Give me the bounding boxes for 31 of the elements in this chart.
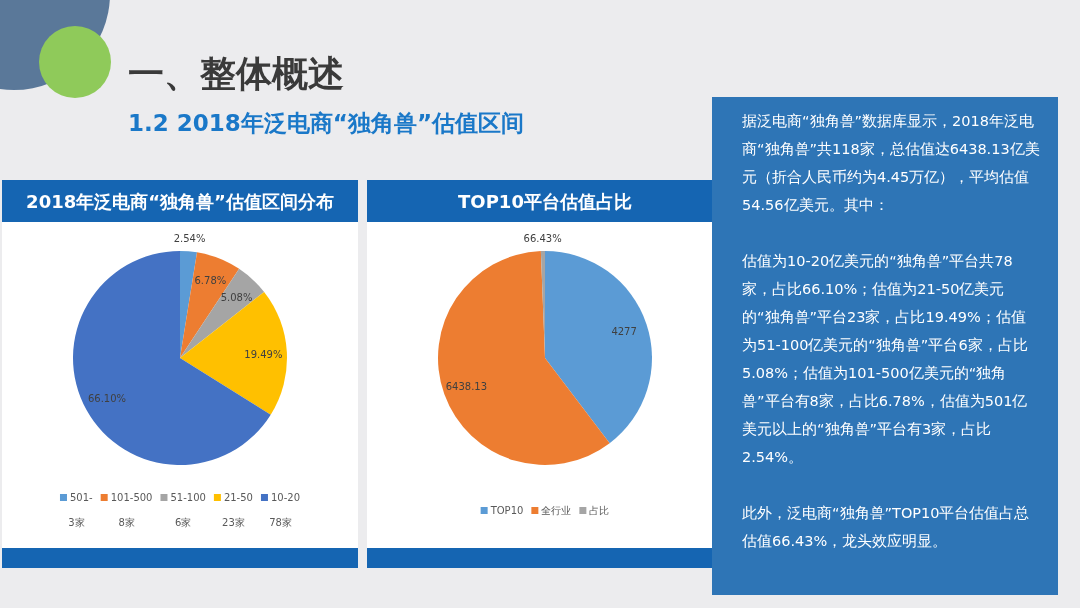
text: 23家 <box>222 517 245 528</box>
legend-label: 21-50 <box>223 492 253 503</box>
legend-label: 51-100 <box>170 492 206 503</box>
data-label: 66.10% <box>87 393 127 405</box>
legend-label: 占比 <box>589 505 610 516</box>
data-label: 6438.13 <box>445 381 488 393</box>
legend-label: 全行业 <box>541 505 572 516</box>
data-label: 4277 <box>611 326 637 338</box>
pie-slice <box>545 251 652 444</box>
data-label: 5.08% <box>220 291 253 303</box>
text: 据泛电商“独角兽”数据库显示，2018年泛电商“独角兽”共118家，总估值达6438.13亿美元（折合人民币约为4.45万亿），平均估值54.56亿美元。其中： <box>742 112 1040 215</box>
legend-label: TOP10 <box>489 505 524 516</box>
data-label: 19.49% <box>244 348 283 360</box>
text: 此外，泛电商“独角兽”TOP10平台估值占总估值66.43%，龙头效应明显。 <box>742 504 1031 551</box>
legend-label: 101-500 <box>110 492 153 503</box>
data-label: 2.54% <box>173 233 206 245</box>
chart-title: 2018年泛电商“独角兽”估值区间分布 <box>26 191 334 212</box>
text: 一、整体概述 <box>128 53 344 94</box>
pie-slice <box>438 251 610 465</box>
text: 78家 <box>269 517 292 528</box>
text: 6家 <box>175 517 192 528</box>
pie-slice <box>180 291 287 415</box>
legend-label: 10-20 <box>270 492 301 503</box>
text: 估值为10-20亿美元的“独角兽”平台共78家，占比66.10%；估值为21-50亿美元的“独角兽”平台23家，占比19.49%；估值为51-100亿美元的“独角兽”平台6家，占比5.08%；估值为101-500亿美元的“独角兽”平台有8家，占比6.78%，估值为501亿美元以上的“独角兽”平台有3家，占比2.54%。 <box>742 252 1029 467</box>
data-label: 66.43% <box>523 233 562 245</box>
chart-title: TOP10平台估值占比 <box>458 191 632 212</box>
text: 8家 <box>118 517 135 528</box>
data-label: 6.78% <box>194 275 227 287</box>
legend-label: 501- <box>69 492 94 503</box>
text: 1.2 2018年泛电商“独角兽”估值区间 <box>128 110 524 136</box>
text: 3家 <box>68 517 85 528</box>
